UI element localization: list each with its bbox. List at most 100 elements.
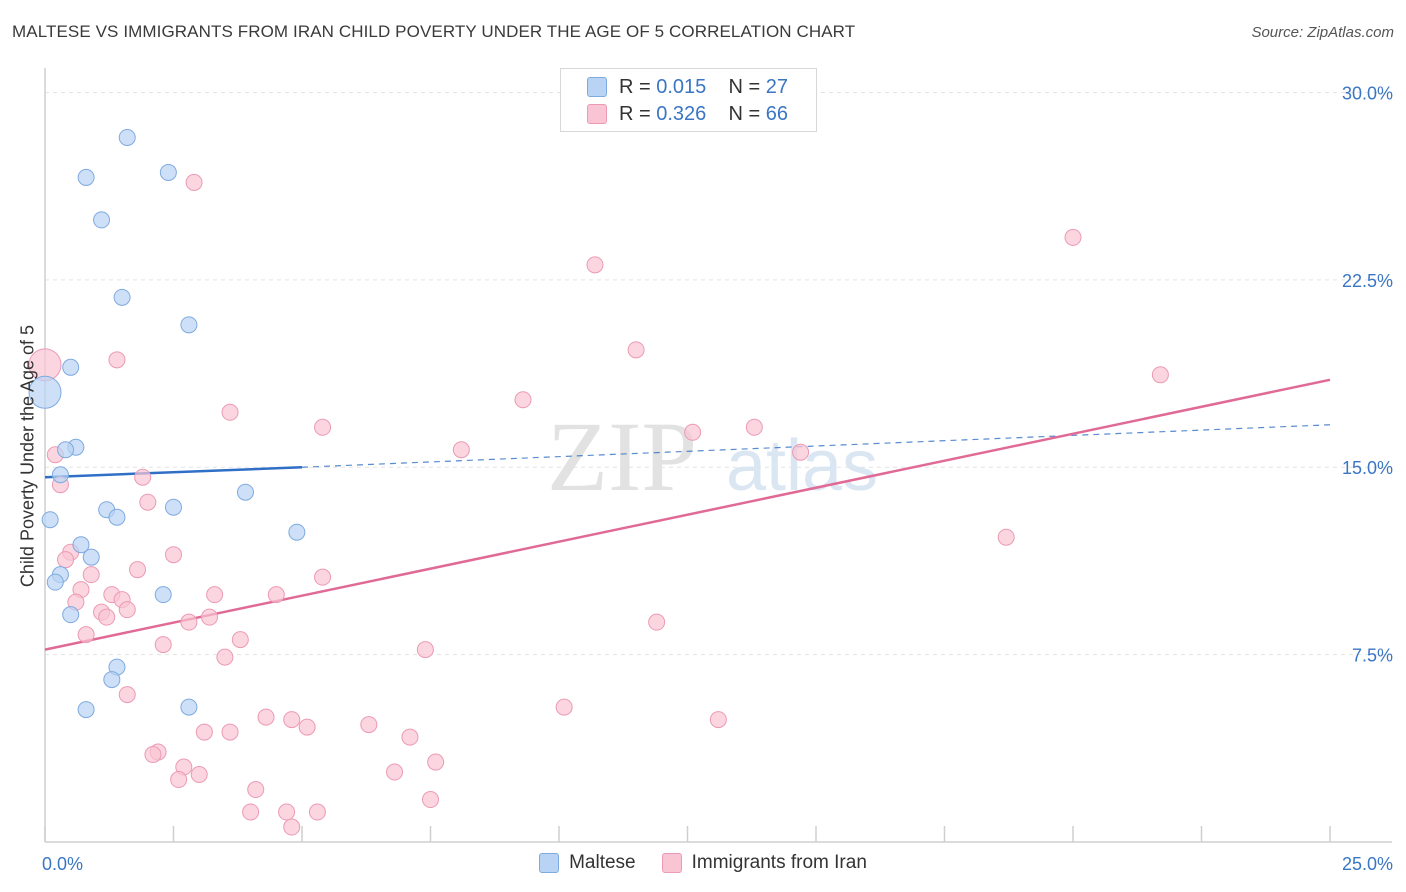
iran-point — [278, 803, 296, 821]
iran-point — [231, 631, 249, 649]
legend-label-maltese: Maltese — [569, 852, 636, 873]
watermark-zip: ZIP — [547, 401, 697, 512]
x-tick-label: 0.0% — [42, 854, 83, 874]
maltese-trend-line — [44, 465, 303, 479]
iran-point — [709, 711, 727, 729]
n-value: 27 — [765, 75, 789, 98]
trend-lines — [44, 378, 1331, 651]
iran-point — [386, 763, 404, 781]
iran-point — [221, 723, 239, 741]
iran-point — [427, 753, 445, 771]
n-value: 66 — [765, 102, 789, 125]
iran-point — [684, 423, 702, 441]
iran-point — [108, 351, 126, 369]
iran-point — [360, 716, 378, 734]
iran-point — [190, 766, 208, 784]
maltese-point — [154, 586, 172, 604]
iran-point — [267, 586, 285, 604]
maltese-swatch — [587, 77, 607, 97]
stats-row-maltese: R = 0.015 N = 27 — [587, 75, 788, 99]
iran-point — [185, 173, 203, 191]
maltese-point — [180, 316, 198, 334]
iran-point — [170, 771, 188, 789]
iran-point — [514, 391, 532, 409]
maltese-point — [103, 671, 121, 689]
maltese-point — [62, 358, 80, 376]
y-axis-label: Child Poverty Under the Age of 5 — [17, 324, 38, 588]
n-label: N = — [728, 75, 761, 98]
chart-title: MALTESE VS IMMIGRANTS FROM IRAN CHILD PO… — [12, 22, 856, 41]
iran-point — [314, 418, 332, 436]
iran-point — [144, 746, 162, 764]
r-value: 0.326 — [656, 102, 707, 125]
n-label: N = — [728, 102, 761, 125]
iran-point — [416, 641, 434, 659]
iran-point — [555, 698, 573, 716]
iran-point — [165, 546, 182, 564]
maltese-point — [113, 288, 131, 306]
iran-point — [77, 626, 95, 644]
stats-row-iran: R = 0.326 N = 66 — [587, 102, 788, 126]
maltese-point — [72, 536, 90, 554]
iran-trend-line — [44, 378, 1331, 651]
x-tick-label: 25.0% — [1342, 854, 1393, 874]
watermark-atlas: atlas — [726, 426, 878, 506]
iran-point — [586, 256, 604, 274]
iran-point — [314, 568, 332, 586]
maltese-point — [46, 573, 64, 591]
maltese-point — [108, 508, 126, 526]
maltese-point — [51, 466, 69, 484]
r-value: 0.015 — [656, 75, 707, 98]
iran-point — [452, 441, 470, 459]
iran-point — [745, 418, 763, 436]
maltese-swatch — [539, 853, 560, 873]
iran-point — [134, 468, 152, 486]
iran-point — [257, 708, 275, 726]
data-points — [28, 128, 1169, 836]
iran-point — [422, 791, 439, 809]
gridlines — [45, 91, 1392, 656]
maltese-point — [77, 168, 95, 186]
iran-point — [200, 608, 218, 626]
iran-point — [997, 528, 1015, 546]
iran-point — [129, 561, 147, 579]
tick-labels: 7.5% 15.0% 22.5% 30.0% 0.0% 25.0% — [42, 83, 1393, 874]
iran-point — [308, 803, 326, 821]
y-tick-label: 30.0% — [1342, 83, 1393, 103]
maltese-point — [165, 498, 182, 516]
legend-item-iran[interactable]: Immigrants from Iran — [661, 852, 867, 874]
iran-point — [118, 601, 136, 619]
iran-point — [216, 648, 234, 666]
iran-point — [627, 341, 645, 359]
iran-point — [82, 566, 100, 584]
iran-point — [298, 718, 316, 736]
maltese-point — [236, 483, 254, 501]
source-credit: Source: ZipAtlas.com — [1251, 24, 1394, 41]
iran-point — [247, 781, 265, 799]
iran-point — [98, 608, 116, 626]
iran-point — [1064, 228, 1082, 246]
maltese-point — [62, 606, 80, 624]
maltese-point — [180, 698, 198, 716]
iran-point — [401, 728, 419, 746]
maltese-point — [93, 211, 111, 229]
maltese-point — [57, 441, 75, 459]
maltese-point — [159, 163, 177, 181]
iran-point — [221, 403, 239, 421]
iran-point — [57, 551, 75, 569]
r-label: R = — [619, 75, 651, 98]
iran-point — [1151, 366, 1169, 384]
axes — [44, 68, 1392, 843]
stats-legend: R = 0.015 N = 27 R = 0.326 N = 66 — [560, 68, 817, 132]
iran-point — [283, 711, 301, 729]
watermark: ZIP atlas — [547, 401, 878, 512]
maltese-point — [118, 128, 136, 146]
legend-label-iran: Immigrants from Iran — [691, 852, 867, 873]
legend-item-maltese[interactable]: Maltese — [539, 852, 636, 874]
r-label: R = — [619, 102, 651, 125]
iran-point — [206, 586, 224, 604]
maltese-point — [288, 523, 306, 541]
iran-point — [195, 723, 213, 741]
series-legend: Maltese Immigrants from Iran — [0, 852, 1406, 874]
